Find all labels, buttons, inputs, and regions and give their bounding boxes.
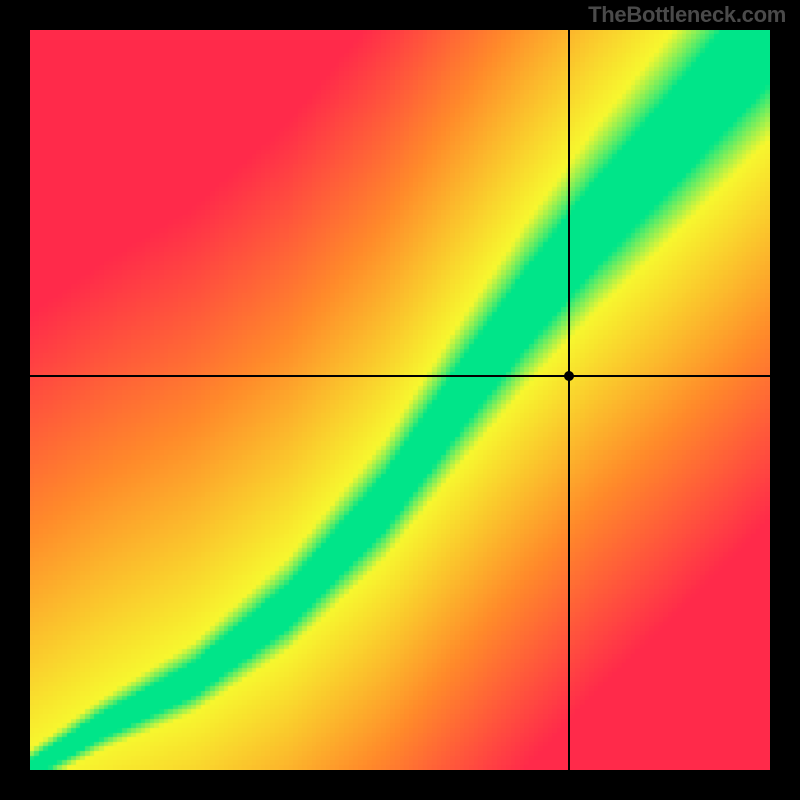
attribution-text: TheBottleneck.com xyxy=(588,2,786,28)
crosshair-marker xyxy=(564,371,574,381)
bottleneck-heatmap xyxy=(30,30,770,770)
crosshair-vertical xyxy=(568,30,570,770)
crosshair-horizontal xyxy=(30,375,770,377)
chart-container: TheBottleneck.com xyxy=(0,0,800,800)
